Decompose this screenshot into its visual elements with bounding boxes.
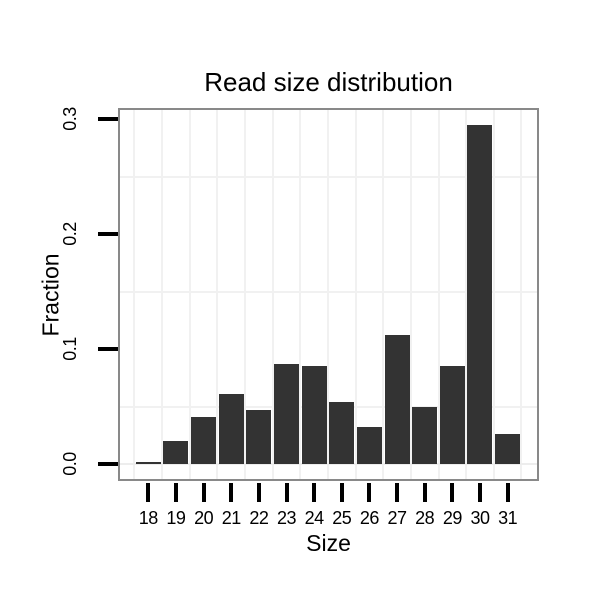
gridline-horizontal xyxy=(120,175,537,178)
x-tick xyxy=(477,483,482,502)
gridline-vertical xyxy=(161,110,164,479)
x-tick-label: 24 xyxy=(304,508,325,528)
x-tick-label: 30 xyxy=(470,508,490,528)
x-tick xyxy=(395,483,400,502)
plot-panel xyxy=(118,108,539,481)
bar-28 xyxy=(412,406,438,464)
gridline-vertical xyxy=(465,110,468,479)
x-tick-label: 26 xyxy=(359,508,380,528)
y-tick-label: 0.1 xyxy=(60,337,80,361)
x-tick-label: 20 xyxy=(194,508,214,528)
bar-21 xyxy=(218,393,244,464)
gridline-vertical xyxy=(354,110,357,479)
x-tick-label: 28 xyxy=(415,508,435,528)
y-tick-label: 0.2 xyxy=(60,222,80,246)
gridline-vertical xyxy=(244,110,247,479)
x-tick xyxy=(256,483,261,502)
x-tick-label: 29 xyxy=(442,508,463,528)
y-axis-title: Fraction xyxy=(37,253,64,337)
x-tick xyxy=(173,483,178,502)
bar-25 xyxy=(329,401,355,464)
gridline-vertical xyxy=(382,110,385,479)
x-tick xyxy=(201,483,206,502)
x-tick xyxy=(284,483,289,502)
bar-22 xyxy=(246,409,272,464)
gridline-vertical xyxy=(188,110,191,479)
gridline-vertical xyxy=(437,110,440,479)
bar-26 xyxy=(356,427,382,464)
bar-31 xyxy=(495,434,521,464)
x-tick xyxy=(312,483,317,502)
gridline-vertical xyxy=(271,110,274,479)
x-tick-label: 23 xyxy=(276,508,297,528)
x-tick xyxy=(229,483,234,502)
y-tick xyxy=(98,117,118,121)
gridline-horizontal xyxy=(120,290,537,293)
x-tick-label: 31 xyxy=(498,508,518,528)
gridline-vertical xyxy=(492,110,495,479)
x-tick-label: 25 xyxy=(332,508,352,528)
gridline-vertical xyxy=(409,110,412,479)
bar-29 xyxy=(439,366,465,464)
gridline-vertical xyxy=(520,110,523,479)
bar-23 xyxy=(274,363,299,464)
gridline-vertical xyxy=(133,110,136,479)
x-tick xyxy=(505,483,510,502)
bar-18 xyxy=(135,461,161,464)
chart-title: Read size distribution xyxy=(204,67,453,97)
y-tick xyxy=(98,347,118,351)
x-axis-title: Size xyxy=(306,530,351,556)
x-tick-label: 27 xyxy=(387,508,408,528)
x-tick xyxy=(422,483,427,502)
bar-19 xyxy=(163,441,189,464)
x-tick xyxy=(450,483,455,502)
bar-20 xyxy=(191,416,217,464)
x-tick xyxy=(367,483,372,502)
y-tick xyxy=(98,232,118,236)
gridline-vertical xyxy=(216,110,219,479)
bar-27 xyxy=(384,335,410,464)
y-tick-label: 0.0 xyxy=(60,452,80,476)
gridline-vertical xyxy=(299,110,302,479)
x-tick-label: 22 xyxy=(249,508,269,528)
gridline-vertical xyxy=(326,110,329,479)
gridline-horizontal xyxy=(120,405,537,408)
x-tick-label: 21 xyxy=(221,508,242,528)
y-tick-label: 0.3 xyxy=(60,107,80,131)
bar-30 xyxy=(467,124,493,464)
x-tick xyxy=(146,483,151,502)
gridline-baseline xyxy=(120,463,537,465)
x-tick-label: 19 xyxy=(166,508,186,528)
x-tick xyxy=(339,483,344,502)
bar-24 xyxy=(301,366,327,464)
x-tick-label: 18 xyxy=(138,508,159,528)
y-tick xyxy=(98,462,118,466)
